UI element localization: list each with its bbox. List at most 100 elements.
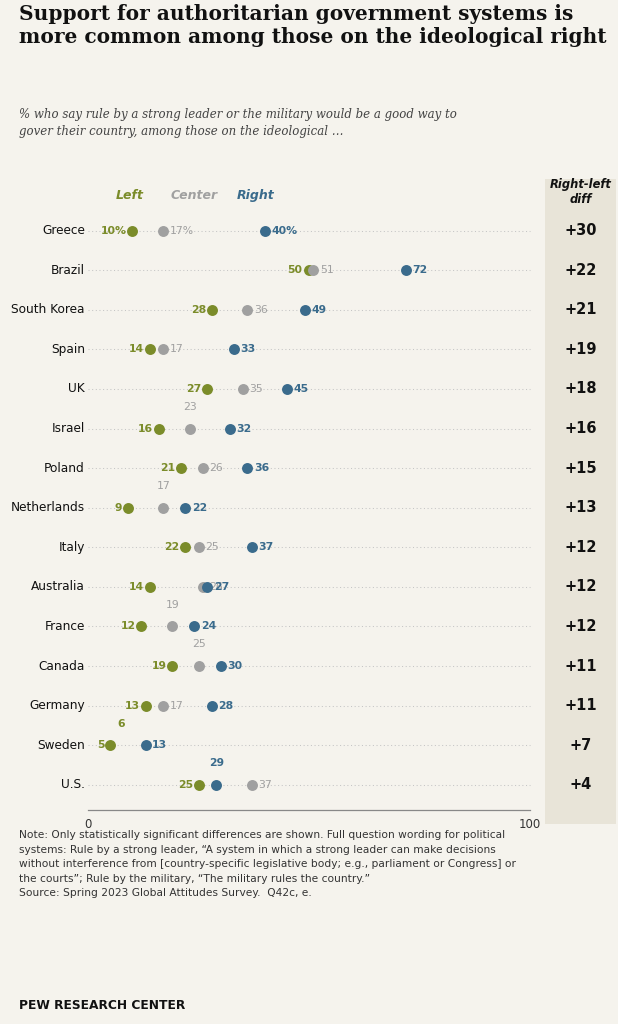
Text: 16: 16	[138, 424, 153, 433]
Text: 32: 32	[236, 424, 252, 433]
Point	[260, 222, 270, 239]
Point	[180, 500, 190, 516]
Text: 21: 21	[160, 463, 176, 473]
Text: 25: 25	[192, 639, 206, 649]
Text: 40%: 40%	[271, 225, 298, 236]
Point	[282, 381, 292, 397]
Point	[242, 460, 252, 476]
Text: Note: Only statistically significant differences are shown. Full question wordin: Note: Only statistically significant dif…	[19, 830, 515, 898]
Point	[141, 697, 151, 714]
Text: 30: 30	[227, 662, 242, 671]
Text: Australia: Australia	[31, 581, 85, 593]
Text: 72: 72	[413, 265, 428, 275]
Text: 13: 13	[152, 740, 167, 751]
Text: Italy: Italy	[58, 541, 85, 554]
Text: 33: 33	[240, 344, 256, 354]
Point	[145, 341, 155, 357]
Text: 100: 100	[519, 817, 541, 830]
Text: +22: +22	[564, 263, 596, 278]
Point	[141, 737, 151, 754]
Point	[203, 579, 213, 595]
Text: 14: 14	[129, 582, 145, 592]
Point	[304, 262, 314, 279]
Text: 23: 23	[183, 401, 197, 412]
Text: 19: 19	[151, 662, 166, 671]
Text: France: France	[44, 620, 85, 633]
Text: 37: 37	[258, 779, 272, 790]
Text: Brazil: Brazil	[51, 264, 85, 276]
Point	[247, 539, 256, 555]
Text: +12: +12	[564, 540, 597, 555]
Text: 26: 26	[210, 582, 224, 592]
Point	[167, 618, 177, 635]
Text: 22: 22	[192, 503, 207, 513]
Text: +4: +4	[569, 777, 591, 793]
Text: 6: 6	[117, 719, 125, 728]
Point	[207, 302, 217, 318]
Text: 22: 22	[164, 543, 180, 552]
Text: Right: Right	[237, 189, 275, 202]
Point	[198, 579, 208, 595]
Text: +18: +18	[564, 382, 597, 396]
Text: 37: 37	[258, 543, 274, 552]
Text: 24: 24	[201, 622, 216, 632]
Text: 35: 35	[250, 384, 263, 394]
Text: 17: 17	[170, 344, 184, 354]
Point	[167, 657, 177, 674]
Text: 26: 26	[210, 463, 224, 473]
Point	[189, 618, 199, 635]
Point	[224, 420, 234, 436]
Point	[137, 618, 146, 635]
Point	[123, 500, 133, 516]
Text: 49: 49	[311, 305, 326, 314]
Point	[176, 460, 186, 476]
Point	[211, 776, 221, 793]
Text: PEW RESEARCH CENTER: PEW RESEARCH CENTER	[19, 999, 185, 1012]
Point	[198, 460, 208, 476]
Text: +7: +7	[569, 737, 591, 753]
Text: 51: 51	[320, 265, 334, 275]
Point	[193, 657, 203, 674]
Text: 19: 19	[165, 600, 179, 610]
Bar	[545, 179, 616, 824]
Text: 17: 17	[156, 481, 170, 492]
Point	[158, 341, 168, 357]
Point	[158, 500, 168, 516]
Text: Poland: Poland	[44, 462, 85, 474]
Text: +16: +16	[564, 421, 597, 436]
Text: Sweden: Sweden	[37, 738, 85, 752]
Text: Canada: Canada	[38, 659, 85, 673]
Text: +11: +11	[564, 698, 597, 713]
Text: % who say rule by a strong leader or the military would be a good way to
gover t: % who say rule by a strong leader or the…	[19, 108, 457, 138]
Text: +12: +12	[564, 580, 597, 594]
Text: 5: 5	[97, 740, 104, 751]
Text: 50: 50	[287, 265, 302, 275]
Point	[216, 657, 226, 674]
Point	[238, 381, 248, 397]
Text: 13: 13	[125, 700, 140, 711]
Text: 25: 25	[178, 779, 193, 790]
Text: +30: +30	[564, 223, 597, 239]
Text: 12: 12	[121, 622, 135, 632]
Text: 0: 0	[85, 817, 92, 830]
Text: 27: 27	[187, 384, 201, 394]
Point	[247, 776, 256, 793]
Text: U.S.: U.S.	[61, 778, 85, 792]
Point	[180, 539, 190, 555]
Text: +19: +19	[564, 342, 597, 357]
Text: Greece: Greece	[42, 224, 85, 238]
Point	[154, 420, 164, 436]
Text: 14: 14	[129, 344, 145, 354]
Text: 28: 28	[219, 700, 234, 711]
Text: Right-left
diff: Right-left diff	[549, 177, 611, 206]
Text: UK: UK	[68, 382, 85, 395]
Text: 36: 36	[254, 463, 269, 473]
Point	[127, 222, 137, 239]
Text: 28: 28	[191, 305, 206, 314]
Text: 17: 17	[170, 700, 184, 711]
Point	[229, 341, 239, 357]
Text: +21: +21	[564, 302, 597, 317]
Point	[207, 697, 217, 714]
Text: +11: +11	[564, 658, 597, 674]
Point	[158, 697, 168, 714]
